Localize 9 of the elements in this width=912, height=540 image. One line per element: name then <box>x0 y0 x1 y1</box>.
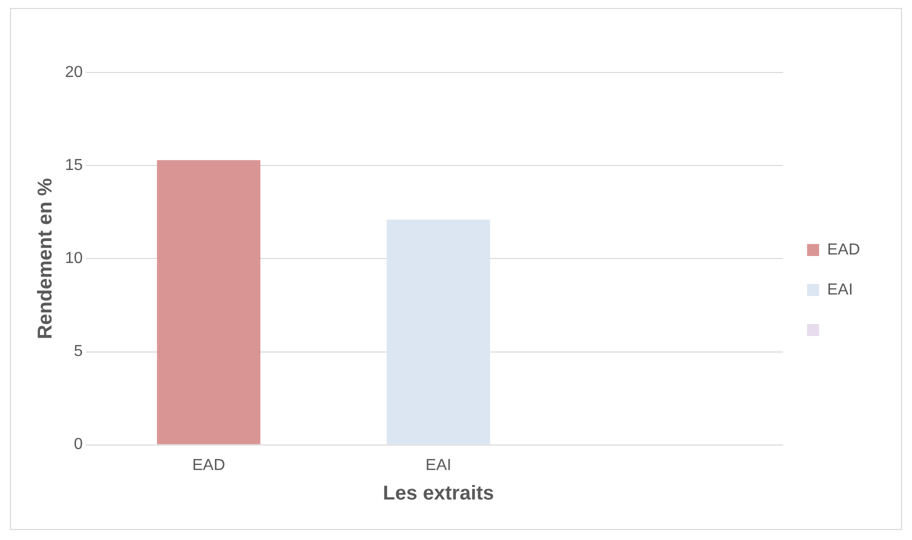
legend-label: EAD <box>827 241 860 258</box>
y-tick-label: 15 <box>65 157 83 174</box>
y-tick-label: 5 <box>74 343 83 360</box>
legend-label: EAI <box>827 281 853 298</box>
y-tick-label: 20 <box>65 64 83 82</box>
x-axis-title: Les extraits <box>382 482 494 505</box>
y-axis-title: Rendement en % <box>34 178 57 340</box>
y-tick-label: 10 <box>65 250 83 268</box>
y-tick-label: 0 <box>74 436 83 454</box>
